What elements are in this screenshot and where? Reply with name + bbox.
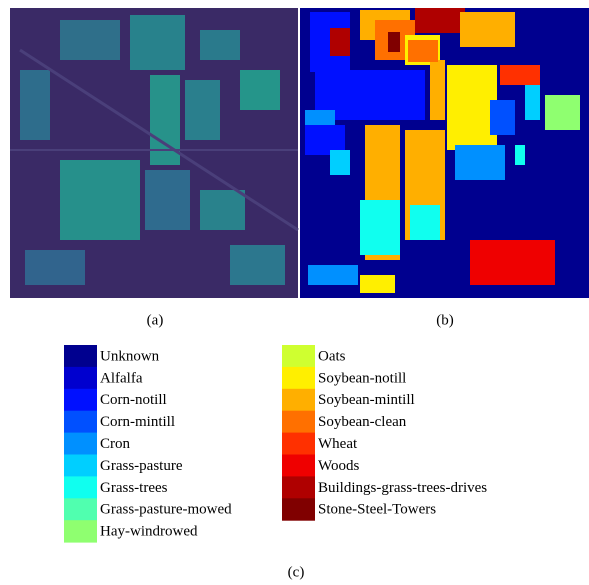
legend-swatch <box>64 520 97 542</box>
legend-label: Alfalfa <box>100 370 143 386</box>
legend-swatch <box>64 345 97 367</box>
legend-swatch <box>64 455 97 477</box>
legend: Unknown Alfalfa Corn-notill Corn-mintill Cro… <box>64 345 487 543</box>
map-region <box>447 65 497 150</box>
legend-swatch <box>64 389 97 411</box>
image-b <box>300 8 589 298</box>
legend-swatch <box>64 476 97 498</box>
map-region <box>330 150 350 175</box>
legend-label: Grass-trees <box>100 480 168 496</box>
legend-swatch <box>282 345 315 367</box>
legend-label: Corn-mintill <box>100 414 175 430</box>
map-region <box>490 100 515 135</box>
image-a <box>10 8 298 298</box>
map-region <box>455 145 505 180</box>
panel-label: (b) <box>436 312 454 328</box>
legend-label: Grass-pasture <box>100 458 183 474</box>
legend-swatch <box>64 498 97 520</box>
legend-swatch <box>64 367 97 389</box>
map-region <box>470 240 555 285</box>
legend-label: Soybean-clean <box>318 414 407 430</box>
legend-swatch <box>64 433 97 455</box>
legend-label: Grass-pasture-mowed <box>100 502 232 518</box>
map-region <box>408 40 438 62</box>
legend-label: Buildings-grass-trees-drives <box>318 480 487 496</box>
legend-label: Cron <box>100 436 131 452</box>
map-region <box>330 28 350 56</box>
caption: (c) <box>288 564 305 580</box>
legend-swatch <box>282 411 315 433</box>
map-region <box>360 275 395 293</box>
legend-label: Stone-Steel-Towers <box>318 502 436 518</box>
legend-label: Hay-windrowed <box>100 524 198 540</box>
legend-label: Corn-notill <box>100 392 167 408</box>
legend-label: Soybean-notill <box>318 370 406 386</box>
map-region <box>308 265 358 285</box>
map-region <box>430 60 445 120</box>
map-region <box>360 200 400 255</box>
map-region <box>545 95 580 130</box>
legend-swatch <box>282 433 315 455</box>
map-region <box>500 65 540 85</box>
legend-label: Soybean-mintill <box>318 392 415 408</box>
map-region <box>515 145 525 165</box>
legend-label: Oats <box>318 348 346 364</box>
legend-swatch <box>64 411 97 433</box>
legend-swatch <box>282 389 315 411</box>
legend-label: Wheat <box>318 436 358 452</box>
legend-label: Woods <box>318 458 359 474</box>
legend-label: Unknown <box>100 348 160 364</box>
legend-swatch <box>282 455 315 477</box>
legend-swatch <box>282 498 315 520</box>
map-region <box>410 205 440 240</box>
map-region <box>305 110 335 125</box>
figure: (a) (b) Unknown Alfalfa Corn-notill Corn-mi… <box>0 0 589 580</box>
map-region <box>388 32 400 52</box>
map-region <box>415 8 465 33</box>
panel-label: (a) <box>147 312 164 328</box>
legend-swatch <box>282 476 315 498</box>
map-region <box>525 85 540 120</box>
legend-swatch <box>282 367 315 389</box>
map-region <box>460 12 515 47</box>
